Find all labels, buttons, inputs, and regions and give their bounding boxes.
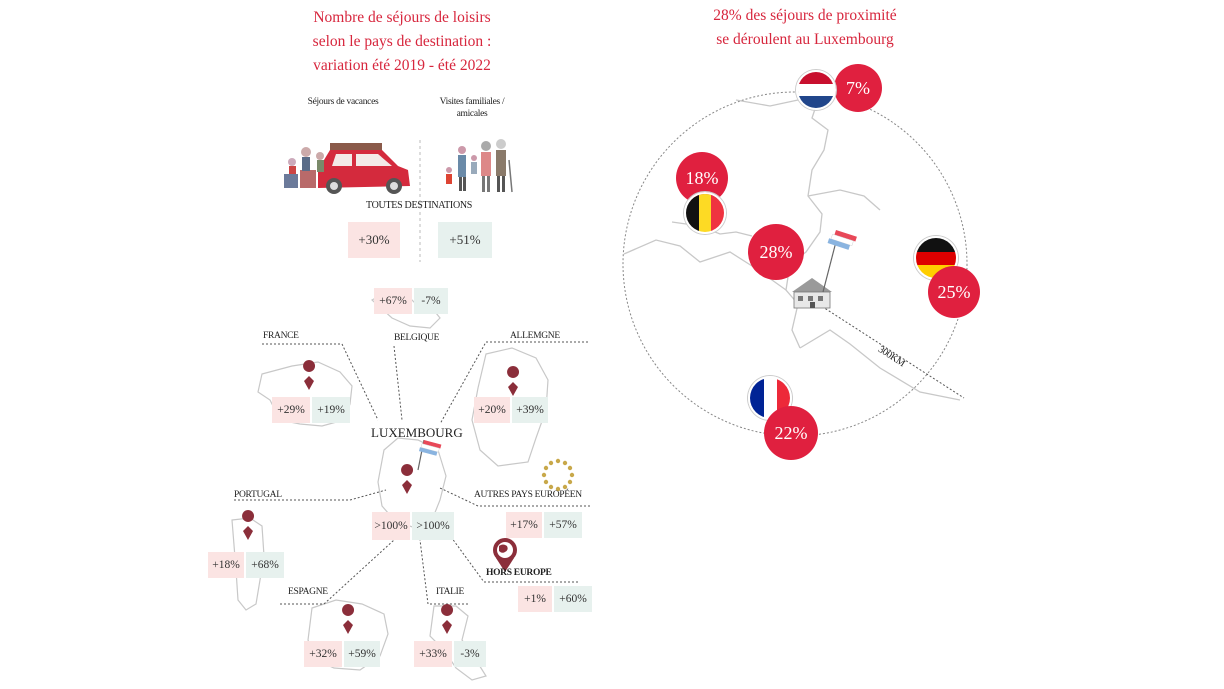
radius-circle	[622, 91, 968, 437]
leader-lines	[234, 341, 590, 605]
luxembourg-visites-value: >100%	[412, 512, 454, 540]
country-outlines	[231, 289, 549, 681]
de-share-bubble: 25%	[928, 266, 980, 318]
italie-visites-value: -3%	[454, 641, 486, 667]
france-vacances-value: +29%	[272, 397, 310, 423]
hors-europe-label: HORS EUROPE	[486, 568, 552, 578]
house-icon	[792, 230, 857, 309]
netherlands-flag-icon	[796, 70, 836, 110]
autres-europe-label: AUTRES PAYS EUROPÉEN	[474, 490, 582, 500]
belgique-label: BELGIQUE	[394, 333, 440, 343]
location-pins	[242, 360, 520, 634]
eu-stars-icon	[541, 458, 575, 492]
nl-share-bubble: 7%	[834, 64, 882, 112]
espagne-vacances-value: +32%	[304, 641, 342, 667]
left-title-line-1: Nombre de séjours de loisirs	[313, 9, 491, 26]
france-label: FRANCE	[263, 331, 299, 341]
all-visites-value: +51%	[438, 222, 492, 258]
category-vacances-label: Séjours de vacances	[307, 97, 379, 107]
right-title-line-1: 28% des séjours de proximité	[713, 7, 897, 24]
portugal-visites-value: +68%	[246, 552, 284, 578]
left-title-line-2: selon le pays de destination :	[312, 33, 492, 50]
map-allemagne	[471, 347, 549, 467]
portugal-label: PORTUGAL	[234, 490, 282, 500]
fr-share-bubble: 22%	[764, 406, 818, 460]
allemagne-label: ALLEMGNE	[510, 331, 560, 341]
belgique-vacances-value: +67%	[374, 288, 412, 314]
italie-vacances-value: +33%	[414, 641, 452, 667]
left-title-line-3: variation été 2019 - été 2022	[313, 57, 491, 74]
vacation-car-illustration	[284, 143, 410, 194]
hors-europe-visites-value: +60%	[554, 586, 592, 612]
category-visites-label: Visites familiales / amicales	[439, 97, 505, 119]
luxembourg-label: LUXEMBOURG	[371, 425, 463, 440]
left-title: Nombre de séjours de loisirs selon le pa…	[268, 6, 536, 78]
all-vacances-value: +30%	[348, 222, 400, 258]
espagne-visites-value: +59%	[344, 641, 380, 667]
right-title-line-2: se déroulent au Luxembourg	[716, 31, 894, 48]
espagne-label: ESPAGNE	[288, 587, 328, 597]
map-portugal	[231, 517, 265, 611]
right-title: 28% des séjours de proximité se déroulen…	[660, 4, 950, 52]
belgium-flag-icon	[684, 192, 726, 234]
autres-europe-vacances-value: +17%	[506, 512, 542, 538]
globe-pin-icon	[493, 538, 517, 572]
allemagne-vacances-value: +20%	[474, 397, 510, 423]
lu-share-bubble: 28%	[748, 224, 804, 280]
luxembourg-vacances-value: >100%	[372, 512, 410, 540]
allemagne-visites-value: +39%	[512, 397, 548, 423]
portugal-vacances-value: +18%	[208, 552, 244, 578]
luxembourg-flag-icon	[417, 439, 442, 471]
france-visites-value: +19%	[312, 397, 350, 423]
belgique-visites-value: -7%	[414, 288, 448, 314]
hors-europe-vacances-value: +1%	[518, 586, 552, 612]
family-visit-illustration	[446, 139, 513, 193]
all-destinations-label: TOUTES DESTINATIONS	[366, 200, 473, 211]
italie-label: ITALIE	[436, 587, 465, 597]
map-luxembourg	[377, 437, 447, 529]
autres-europe-visites-value: +57%	[544, 512, 582, 538]
